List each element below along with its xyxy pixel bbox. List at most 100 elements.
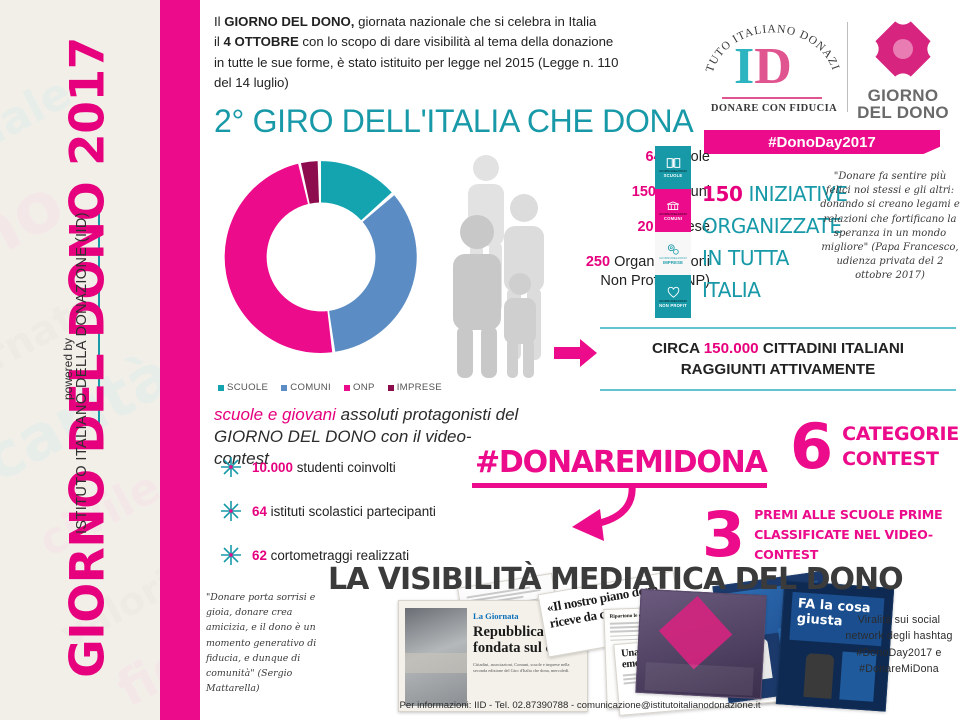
people-silhouettes (448, 150, 578, 380)
asterisk-icon (221, 457, 241, 477)
circa-line2: RAGGIUNTI ATTIVAMENTE (680, 360, 876, 378)
section-title: 2° GIRO DELL'ITALIA CHE DONA (214, 103, 694, 139)
media-headline: LA VISIBILITÀ MEDIATICA DEL DONO (328, 562, 904, 597)
bullet-list: 10.000 studenti coinvolti 64 istituti sc… (220, 456, 520, 588)
legend-label-comuni: COMUNI (290, 382, 331, 393)
viral-social-text: Viralità sui social network degli hashta… (845, 614, 953, 676)
badge-non-profit: GIORNODELDONO NON PROFIT (655, 275, 691, 318)
bullet-label-studenti: studenti coinvolti (292, 459, 396, 475)
badge-column: GIORNODELDONO SCUOLE GIORNODELDONO COMUN… (655, 146, 691, 318)
iid-logo: ISTITUTO ITALIANO DONAZIONE ID DONARE CO… (704, 11, 841, 123)
bullet-label-cortometraggi: cortometraggi realizzati (266, 547, 410, 563)
scuole-giovani-line: scuole e giovani assoluti protagonisti d… (214, 404, 524, 469)
legend-label-onp: ONP (352, 382, 375, 393)
bullet-num-istituti: 64 (252, 503, 267, 519)
badge-sup-non-profit: GIORNODELDONO (659, 298, 687, 303)
categorie-number: 6 (790, 410, 834, 483)
left-sidebar-panel: one di ufficiale dono giornata carità ci… (0, 0, 160, 720)
person-icon-child (504, 273, 536, 378)
donut-slice-scuole (321, 161, 392, 221)
clipping-body: Cittadini, associazioni, Comuni, scuole … (473, 662, 570, 673)
donut-slice-comuni (329, 195, 417, 352)
premi-line1: PREMI ALLE SCUOLE PRIME (754, 507, 943, 522)
intro-paragraph: Il GIORNO DEL DONO, giornata nazionale c… (214, 12, 684, 94)
iniziative-word1: INIZIATIVE (748, 182, 848, 206)
categorie-line2: CONTEST (842, 448, 939, 470)
book-icon (666, 158, 680, 168)
pink-accent-strip (160, 0, 200, 720)
footer-contact-info: Per informazioni: IID - Tel. 02.87390788… (399, 700, 761, 711)
badge-scuole: GIORNODELDONO SCUOLE (655, 146, 691, 189)
badge-sup-imprese: GIORNODELDONO (659, 255, 687, 260)
clipping-event-photo (635, 588, 767, 700)
premi-block: 3 PREMI ALLE SCUOLE PRIME CLASSIFICATE N… (702, 498, 960, 571)
bullet-text-cortometraggi: 62 cortometraggi realizzati (252, 548, 409, 563)
iid-letter-i: I (734, 38, 755, 95)
iid-arc-text: ISTITUTO ITALIANO DONAZIONE (704, 13, 841, 74)
badge-imprese: GIORNODELDONO IMPRESE (655, 232, 691, 275)
iniziative-line3: IN TUTTA ITALIA (702, 246, 790, 302)
premi-line2: CLASSIFICATE NEL VIDEO-CONTEST (754, 527, 933, 562)
sidebar-organization-name: ISTITUTO ITALIANO DELLA DONAZIONE (IID) (74, 211, 90, 535)
scuole-giovani-line2: GIORNO DEL DONO con il video-contest (214, 426, 472, 468)
circa-post: CITTADINI ITALIANI (758, 340, 905, 357)
iid-letter-d: D (754, 38, 792, 95)
badge-label-comuni: COMUNI (663, 216, 683, 221)
scuole-giovani-rest: assoluti protagonisti del (335, 405, 519, 424)
curved-arrow-icon (560, 483, 655, 550)
intro-line2-post: con lo scopo di dare visibilità al tema … (298, 34, 614, 50)
gdd-brand-line1: GIORNO (867, 85, 939, 105)
stat-num-comuni: 150 (631, 184, 656, 201)
gears-icon (667, 243, 679, 255)
intro-line2-pre: il (214, 34, 224, 50)
circa-number: 150.000 (703, 340, 759, 357)
legend-item-imprese: IMPRESE (387, 382, 442, 393)
main-content: Il GIORNO DEL DONO, giornata nazionale c… (200, 0, 960, 720)
logo-divider (847, 22, 849, 112)
intro-line3: in tutte le sue forme, è stato istituito… (214, 54, 619, 70)
bullet-text-istituti: 64 istituti scolastici partecipanti (252, 504, 436, 519)
donut-slice-onp (224, 163, 333, 353)
stat-num-imprese: 20 (637, 219, 654, 236)
bullet-num-studenti: 10.000 (252, 459, 293, 475)
badge-sup-scuole: GIORNODELDONO (659, 169, 687, 173)
intro-line2-bold: 4 OTTOBRE (223, 34, 299, 50)
circa-block: CIRCA 150.000 CITTADINI ITALIANI RAGGIUN… (596, 327, 960, 392)
gdd-brand-line2: DEL DONO (857, 102, 949, 122)
donut-chart (212, 148, 430, 378)
logo-block: ISTITUTO ITALIANO DONAZIONE ID DONARE CO… (700, 2, 950, 158)
badge-label-scuole: SCUOLE (663, 173, 683, 178)
categorie-block: 6 CATEGORIE CONTEST (790, 410, 959, 483)
building-icon (667, 201, 679, 210)
intro-line1-bold: GIORNO DEL DONO, (224, 14, 355, 29)
badge-label-imprese: IMPRESE (662, 259, 684, 265)
iniziative-line2: ORGANIZZATE (702, 214, 842, 238)
bullet-item-studenti: 10.000 studenti coinvolti (220, 456, 520, 478)
stat-num-onp: 250 (585, 254, 611, 271)
heart-icon (667, 286, 679, 298)
clipping-kicker: La Giornata (473, 611, 519, 621)
circa-pre: CIRCA (651, 340, 704, 357)
donaremidona-underline (472, 483, 767, 488)
circa-text: CIRCA 150.000 CITTADINI ITALIANI RAGGIUN… (596, 329, 960, 389)
pink-arrow-icon (554, 338, 598, 373)
badge-label-non-profit: NON PROFIT (659, 302, 687, 308)
iid-rule (722, 97, 822, 99)
badge-sup-comuni: GIORNODELDONO (659, 212, 687, 216)
giorno-del-dono-logo: GIORNO DEL DONO (856, 2, 950, 122)
person-icon-front (453, 215, 501, 378)
background-word-texture: one di ufficiale dono giornata carità ci… (0, 67, 160, 718)
circa-rule-top (600, 327, 956, 329)
premi-number: 3 (702, 498, 746, 571)
bullet-label-istituti: istituti scolastici partecipanti (266, 503, 436, 519)
sidebar-powered-by-label: powered by (61, 337, 75, 401)
iid-letters: ID (734, 41, 792, 93)
intro-line1-pre: Il (214, 14, 225, 29)
intro-line1-post: giornata nazionale che si celebra in Ita… (354, 14, 597, 29)
bullet-text-studenti: 10.000 studenti coinvolti (252, 460, 396, 475)
legend-item-scuole: SCUOLE (218, 382, 268, 393)
iniziative-number: 150 (702, 182, 743, 206)
bullet-num-cortometraggi: 62 (252, 547, 267, 563)
iid-tagline: DONARE CON FIDUCIA (710, 103, 838, 114)
quote-sergio-mattarella: "Donare porta sorrisi e gioia, donare cr… (206, 592, 317, 695)
